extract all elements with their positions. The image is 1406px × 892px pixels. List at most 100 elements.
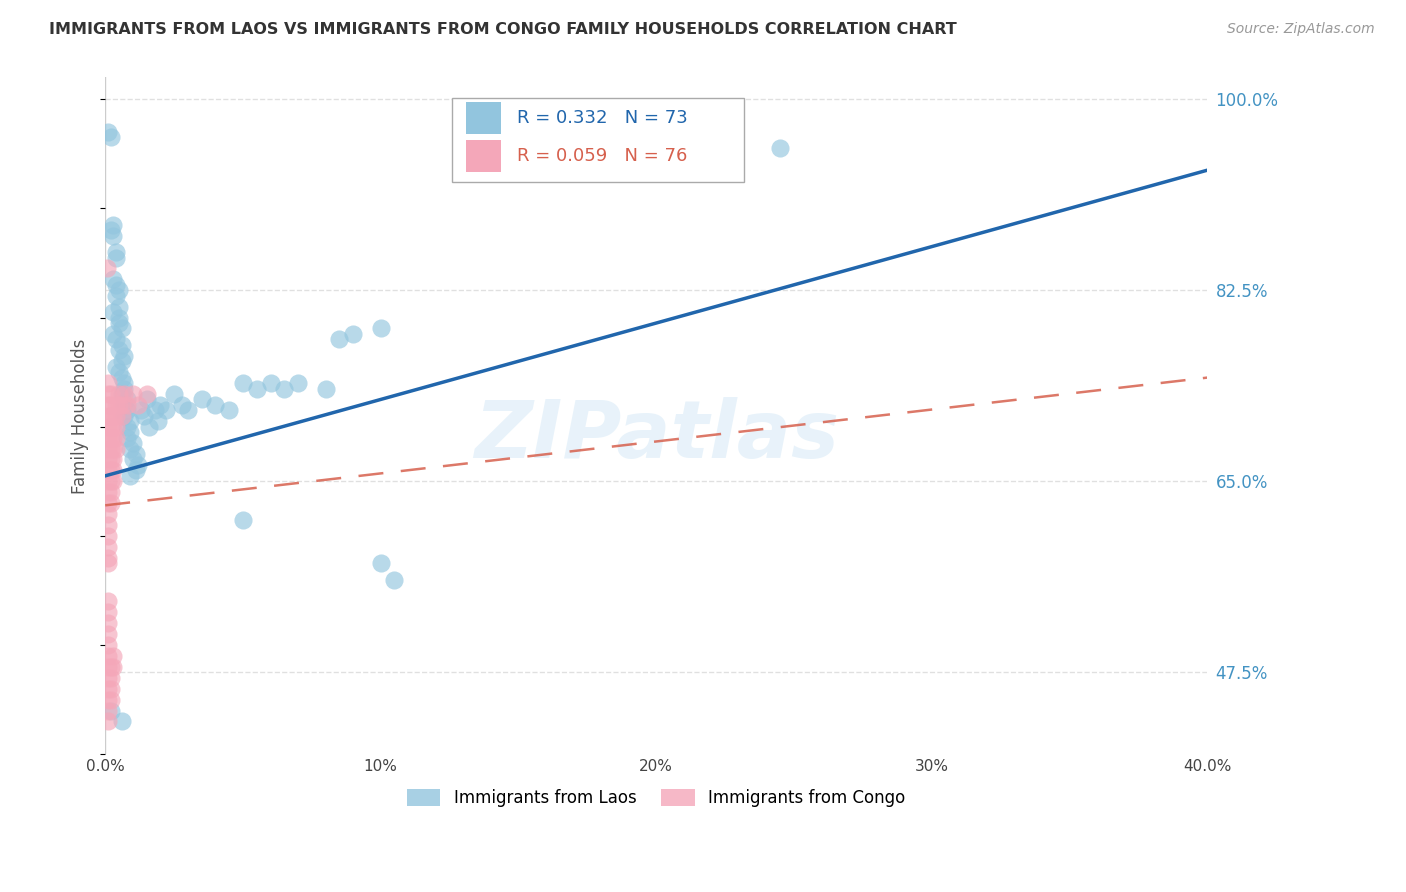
Point <box>100 660 122 674</box>
Text: Source: ZipAtlas.com: Source: ZipAtlas.com <box>1227 22 1375 37</box>
Point <box>111 714 134 729</box>
Point <box>97 387 120 401</box>
FancyBboxPatch shape <box>465 102 501 134</box>
Point <box>190 392 212 407</box>
Point <box>97 556 120 570</box>
Point <box>114 382 136 396</box>
Point <box>124 447 146 461</box>
Point <box>97 463 120 477</box>
Point <box>114 387 136 401</box>
Point <box>97 442 120 456</box>
Point <box>103 409 125 423</box>
Point <box>118 425 141 440</box>
Point <box>121 387 143 401</box>
Point <box>97 648 120 663</box>
Point <box>121 436 143 450</box>
Point <box>105 289 128 303</box>
Point <box>97 681 120 696</box>
Point <box>97 496 120 510</box>
Point <box>117 431 139 445</box>
Point <box>111 338 134 352</box>
Point <box>105 277 128 292</box>
Point <box>111 321 134 335</box>
Point <box>135 387 157 401</box>
Point <box>100 496 122 510</box>
Point <box>127 774 149 789</box>
Point <box>100 452 122 467</box>
Point <box>149 398 172 412</box>
Point <box>97 671 120 685</box>
Point <box>108 300 131 314</box>
Point <box>97 540 120 554</box>
Point <box>100 442 122 456</box>
Point <box>100 692 122 706</box>
Point <box>97 376 120 390</box>
Point <box>105 333 128 347</box>
Point <box>103 463 125 477</box>
Point <box>97 518 120 533</box>
Point <box>111 387 134 401</box>
Point <box>118 442 141 456</box>
Point <box>114 398 136 412</box>
Point <box>108 785 131 799</box>
Point <box>132 409 155 423</box>
Point <box>108 774 131 789</box>
Point <box>146 414 169 428</box>
Point <box>108 283 131 297</box>
Point <box>138 419 160 434</box>
Point <box>103 442 125 456</box>
Point <box>246 382 269 396</box>
Point <box>155 403 177 417</box>
Point <box>100 419 122 434</box>
Point <box>135 392 157 407</box>
Point <box>97 419 120 434</box>
Point <box>100 431 122 445</box>
Point <box>117 392 139 407</box>
Point <box>100 671 122 685</box>
Point <box>342 326 364 341</box>
Point <box>105 359 128 374</box>
Point <box>97 475 120 489</box>
Text: R = 0.059   N = 76: R = 0.059 N = 76 <box>517 147 688 165</box>
Point <box>111 398 134 412</box>
Point <box>103 452 125 467</box>
Point <box>97 594 120 608</box>
Point <box>100 398 122 412</box>
Point <box>111 370 134 384</box>
Point <box>143 403 166 417</box>
Point <box>177 403 200 417</box>
Point <box>97 616 120 631</box>
Point <box>118 468 141 483</box>
Point <box>103 272 125 286</box>
Point <box>100 130 122 145</box>
Point <box>108 387 131 401</box>
Point <box>204 398 226 412</box>
Point <box>97 485 120 500</box>
Point <box>97 714 120 729</box>
Point <box>103 326 125 341</box>
Point <box>108 316 131 330</box>
Point <box>100 704 122 718</box>
Point <box>127 458 149 472</box>
Point <box>97 627 120 641</box>
Point <box>108 310 131 325</box>
Point <box>97 507 120 521</box>
Point <box>97 692 120 706</box>
Point <box>100 681 122 696</box>
Point <box>370 556 392 570</box>
Point <box>287 376 309 390</box>
Point <box>127 398 149 412</box>
Text: IMMIGRANTS FROM LAOS VS IMMIGRANTS FROM CONGO FAMILY HOUSEHOLDS CORRELATION CHAR: IMMIGRANTS FROM LAOS VS IMMIGRANTS FROM … <box>49 22 957 37</box>
Point <box>118 414 141 428</box>
Point <box>114 409 136 423</box>
Point <box>96 261 118 276</box>
Point <box>232 376 254 390</box>
Point <box>97 529 120 543</box>
Point <box>114 349 136 363</box>
Point <box>111 409 134 423</box>
Point <box>97 605 120 619</box>
Point <box>108 398 131 412</box>
Point <box>100 387 122 401</box>
Point <box>163 387 186 401</box>
Point <box>315 382 337 396</box>
